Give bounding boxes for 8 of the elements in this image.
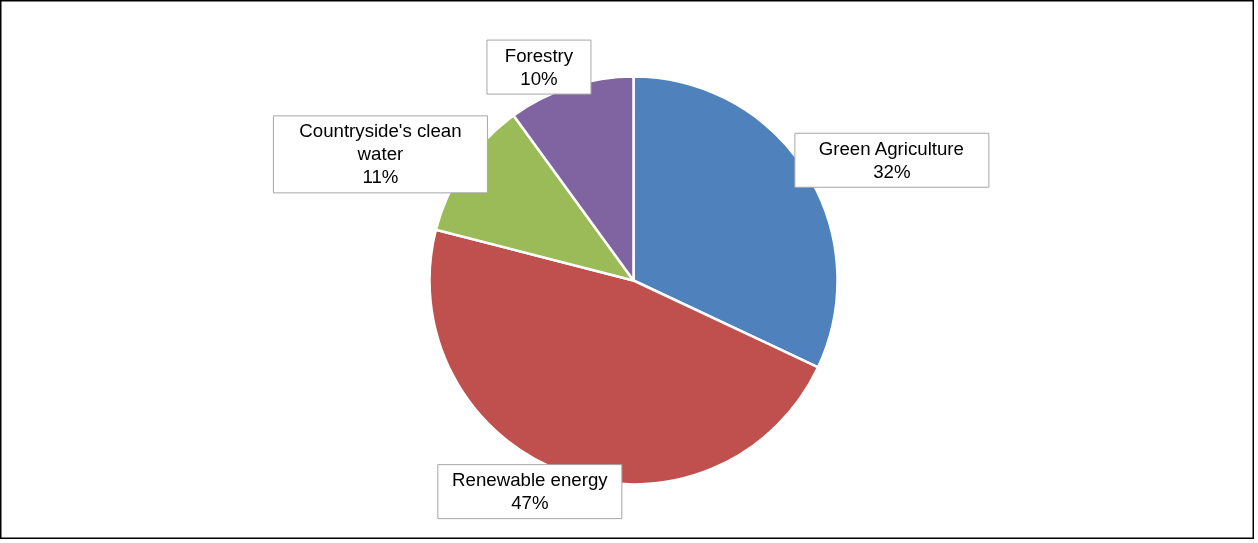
data-label: 47%: [511, 492, 549, 514]
data-label: 32%: [873, 160, 911, 182]
data-label: 11%: [362, 166, 399, 188]
slice-label: Renewable energy: [452, 469, 609, 491]
slice-label: Forestry: [504, 44, 574, 66]
data-label: 10%: [520, 67, 558, 89]
slice-label: Green Agriculture: [818, 137, 964, 159]
slice-label: Countryside's clean water: [299, 120, 462, 165]
